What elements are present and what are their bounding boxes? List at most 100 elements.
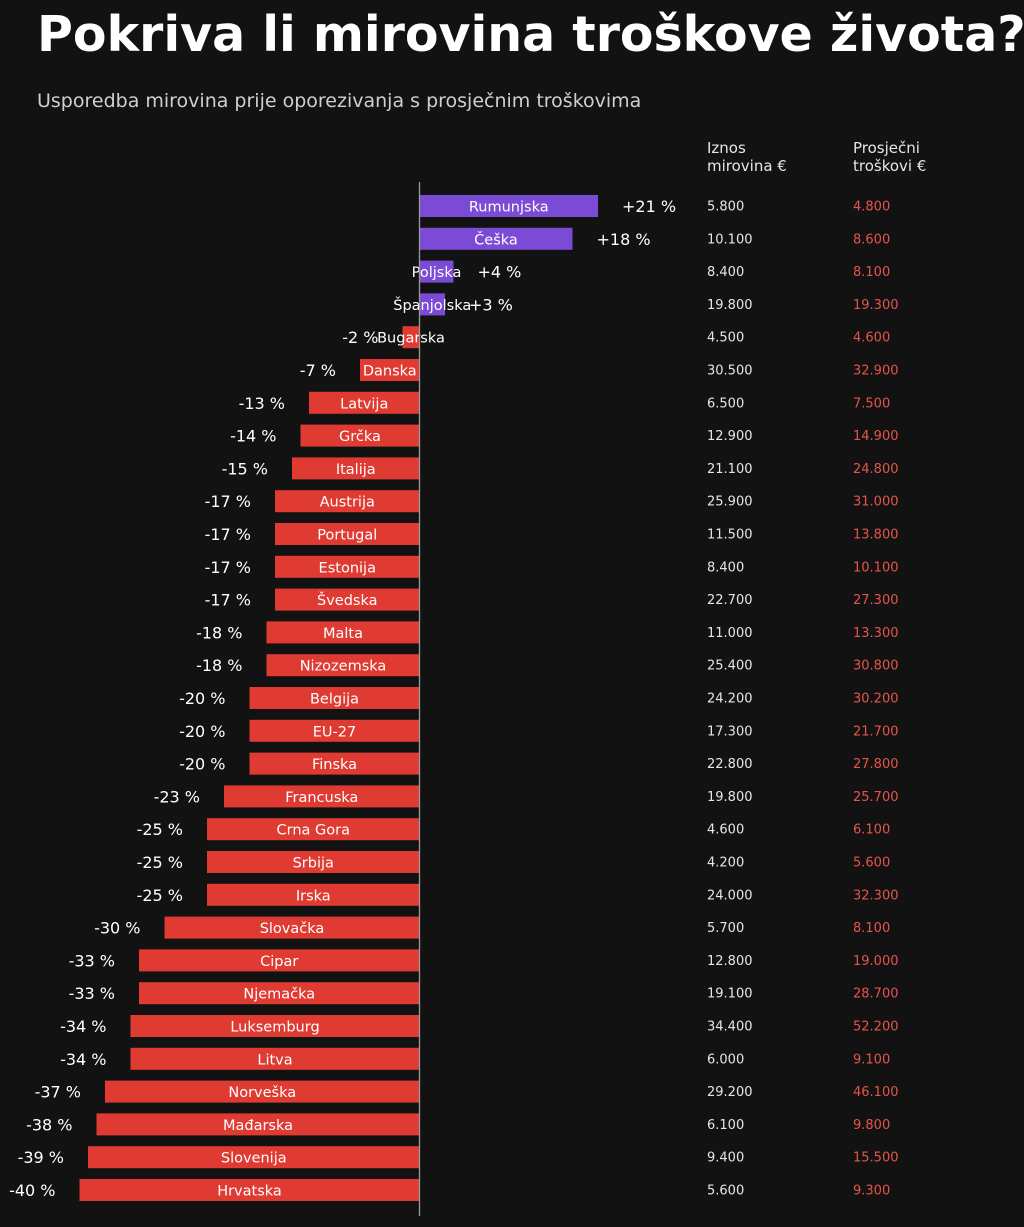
bar-10: [275, 523, 420, 545]
value-label: +21 %: [622, 197, 676, 216]
value-label: -17 %: [205, 558, 251, 577]
bar-25: [130, 1015, 420, 1037]
value-label: -37 %: [35, 1083, 81, 1102]
bar-23: [139, 949, 420, 972]
cost-value: 30.200: [853, 692, 899, 707]
category-label: Italija: [336, 462, 376, 478]
bar-16: [249, 719, 420, 742]
value-label: -20 %: [179, 722, 225, 741]
category-label: Francuska: [285, 790, 358, 806]
bar-0: [419, 195, 598, 217]
bar-4: [402, 326, 420, 349]
bar-13: [266, 621, 420, 644]
category-label: Portugal: [317, 528, 377, 544]
value-label: -14 %: [230, 427, 276, 446]
bar-6: [309, 391, 420, 414]
cost-value: 6.100: [853, 823, 890, 838]
category-label: Luksemburg: [230, 1020, 319, 1036]
bar-8: [292, 457, 420, 480]
value-label: -40 %: [9, 1181, 55, 1200]
cost-value: 21.700: [853, 724, 899, 739]
value-label: -17 %: [205, 492, 251, 511]
category-label: Litva: [257, 1052, 292, 1068]
cost-value: 25.700: [853, 790, 899, 805]
cost-value: 32.300: [853, 888, 899, 903]
cost-value: 19.300: [853, 298, 899, 313]
category-label: Njemačka: [243, 987, 315, 1003]
bar-15: [249, 687, 420, 709]
cost-value: 19.000: [853, 954, 899, 969]
cost-value: 14.900: [853, 429, 899, 444]
bar-22: [164, 916, 420, 939]
value-label: -18 %: [196, 656, 242, 675]
bar-1: [419, 227, 573, 250]
value-label: -7 %: [300, 361, 336, 380]
value-label: -34 %: [60, 1050, 106, 1069]
cost-value: 4.800: [853, 200, 890, 215]
value-label: -25 %: [137, 886, 183, 905]
cost-value: 52.200: [853, 1020, 899, 1035]
value-label: -13 %: [239, 394, 285, 413]
pension-value: 17.300: [707, 724, 753, 739]
category-label: Belgija: [310, 692, 359, 708]
bar-27: [105, 1080, 420, 1103]
bar-18: [224, 785, 420, 808]
bar-30: [79, 1179, 420, 1201]
bar-12: [275, 588, 420, 611]
category-label: Češka: [474, 230, 518, 248]
category-label: Slovačka: [260, 921, 325, 937]
value-label: +18 %: [597, 230, 651, 249]
pension-value: 21.100: [707, 462, 753, 477]
bar-21: [207, 883, 420, 906]
pension-value: 10.100: [707, 232, 753, 247]
value-label: -30 %: [94, 919, 140, 938]
category-label: Španjolska: [393, 296, 471, 314]
pension-value: 25.400: [707, 659, 753, 674]
bar-19: [207, 818, 420, 841]
pension-column-header: Iznos mirovina €: [707, 139, 787, 175]
pension-value: 30.500: [707, 364, 753, 379]
category-label: Norveška: [228, 1085, 296, 1101]
category-label: Estonija: [319, 560, 376, 576]
bar-2: [419, 260, 454, 283]
value-label: -39 %: [18, 1148, 64, 1167]
bar-3: [419, 293, 445, 316]
cost-value: 27.800: [853, 757, 899, 772]
pension-value: 19.800: [707, 790, 753, 805]
pension-value: 9.400: [707, 1151, 744, 1166]
pension-value: 12.800: [707, 954, 753, 969]
value-label: -2 %: [342, 328, 378, 347]
cost-value: 13.300: [853, 626, 899, 641]
pension-value: 6.000: [707, 1052, 744, 1067]
category-label: Hrvatska: [217, 1184, 282, 1200]
category-label: Crna Gora: [277, 823, 350, 839]
pension-value: 5.600: [707, 1184, 744, 1199]
category-label: Rumunjska: [469, 200, 549, 216]
value-label: -33 %: [69, 984, 115, 1003]
cost-value: 8.600: [853, 232, 890, 247]
category-label: Irska: [296, 888, 331, 904]
pension-header-line-2: mirovina €: [707, 157, 787, 175]
cost-value: 8.100: [853, 265, 890, 280]
pension-value: 34.400: [707, 1020, 753, 1035]
pension-value: 4.600: [707, 823, 744, 838]
pension-value: 22.800: [707, 757, 753, 772]
cost-value: 9.800: [853, 1118, 890, 1133]
category-label: Mađarska: [223, 1118, 293, 1134]
cost-value: 4.600: [853, 331, 890, 346]
cost-header-line-1: Prosječni: [853, 139, 920, 157]
cost-value: 31.000: [853, 495, 899, 510]
pension-value: 22.700: [707, 593, 753, 608]
value-label: -33 %: [69, 951, 115, 970]
category-label: Cipar: [260, 954, 298, 970]
pension-value: 5.800: [707, 200, 744, 215]
pension-value: 19.100: [707, 987, 753, 1002]
chart-subtitle: Usporedba mirovina prije oporezivanja s …: [37, 90, 642, 112]
pension-value: 4.200: [707, 856, 744, 871]
category-label: Malta: [323, 626, 363, 642]
cost-value: 15.500: [853, 1151, 899, 1166]
pension-value: 8.400: [707, 560, 744, 575]
bar-11: [275, 555, 420, 578]
pension-value: 25.900: [707, 495, 753, 510]
bar-26: [130, 1047, 420, 1070]
